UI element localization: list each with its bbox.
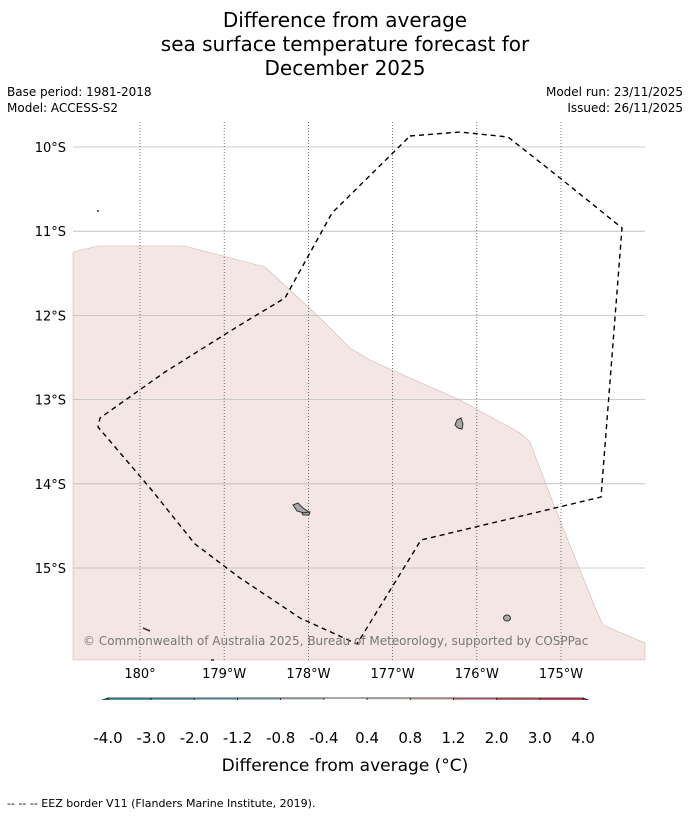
copyright-text: © Commonwealth of Australia 2025, Bureau… [83, 634, 588, 648]
lon-label: 175°W [539, 667, 583, 682]
colorbar [101, 697, 590, 700]
colorbar-bin [409, 697, 454, 700]
gridlines [73, 122, 645, 660]
latitude-labels: 10°S 11°S 12°S 13°S 14°S 15°S [35, 141, 66, 577]
colorbar-tick-label: 3.0 [527, 729, 552, 747]
issued-date: Issued: 26/11/2025 [567, 101, 683, 115]
colorbar-bin [496, 697, 541, 700]
colorbar-tick-label: -0.4 [309, 729, 339, 747]
lat-label: 12°S [35, 309, 66, 324]
model-name: Model: ACCESS-S2 [7, 101, 119, 115]
colorbar-extend-high [582, 697, 590, 700]
lon-label: 178°W [286, 667, 330, 682]
colorbar-tick-label: -3.0 [136, 729, 166, 747]
colorbar-title: Difference from average (°C) [221, 756, 469, 776]
colorbar-tick-label: -4.0 [93, 729, 123, 747]
lon-label: 180° [124, 667, 155, 682]
lat-label: 15°S [35, 562, 66, 577]
lat-label: 10°S [35, 141, 66, 156]
colorbar-bin [366, 697, 411, 700]
colorbar-bin [193, 697, 238, 700]
colorbar-tick-label: -0.8 [266, 729, 296, 747]
title-line-2: sea surface temperature forecast for [160, 32, 530, 56]
colorbar-bin [453, 697, 498, 700]
map-title: Difference from average sea surface temp… [0, 8, 690, 80]
anomaly-region [72, 245, 646, 661]
lat-label: 14°S [35, 478, 66, 493]
colorbar-tick-label: 0.8 [398, 729, 423, 747]
colorbar-tick-label: -1.2 [222, 729, 253, 747]
colorbar-tick-label: 4.0 [571, 729, 595, 747]
colorbar-tick-label: 1.2 [441, 729, 466, 747]
map-canvas: © Commonwealth of Australia 2025, Bureau… [35, 122, 646, 700]
lon-label: 176°W [455, 667, 499, 682]
lat-label: 13°S [35, 394, 66, 409]
colorbar-tick-label: -2.0 [179, 729, 209, 747]
colorbar-bin [237, 697, 282, 700]
lon-label: 177°W [371, 667, 415, 682]
colorbar-bin [150, 697, 195, 700]
island-small-2 [503, 614, 511, 622]
lon-label: 179°W [202, 667, 246, 682]
title-line-3: December 2025 [264, 56, 426, 80]
lat-label: 11°S [35, 225, 66, 240]
base-period: Base period: 1981-2018 [7, 85, 152, 99]
colorbar-extend-low [101, 697, 109, 700]
eez-border [97, 131, 623, 645]
eez-legend: -- -- -- EEZ border V11 (Flanders Marine… [7, 797, 316, 810]
colorbar-bin [107, 697, 152, 700]
colorbar-bin [323, 697, 368, 700]
colorbar-tick-label: 2.0 [484, 729, 509, 747]
model-run: Model run: 23/11/2025 [545, 85, 683, 99]
longitude-labels: 180° 179°W 178°W 177°W 176°W 175°W [124, 667, 583, 682]
colorbar-bin [280, 697, 325, 700]
meta-left: Base period: 1981-2018 Model: ACCESS-S2 [7, 84, 152, 116]
island-speck-1 [97, 210, 99, 212]
colorbar-tick-label: 0.4 [355, 729, 380, 747]
island-niuafoou [454, 417, 464, 430]
island-small-1 [301, 511, 311, 516]
title-line-1: Difference from average [222, 8, 468, 32]
meta-right: Model run: 23/11/2025 Issued: 26/11/2025 [546, 84, 683, 116]
colorbar-bin [539, 697, 584, 700]
island-small-3 [142, 627, 151, 632]
